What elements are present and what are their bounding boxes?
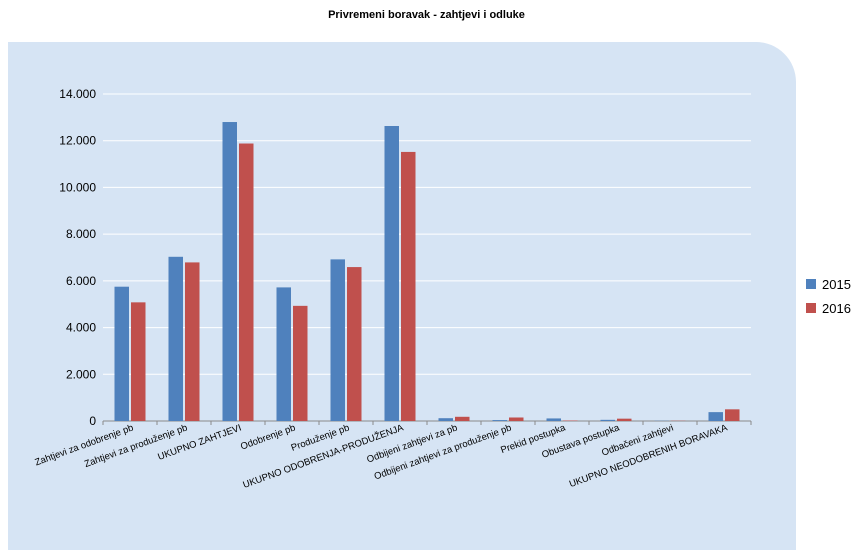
x-tick-label: Odobrenje pb [239, 422, 297, 452]
legend-label-2015: 2015 [822, 276, 851, 292]
bar-2015 [492, 420, 507, 421]
legend-label-2016: 2016 [822, 300, 851, 316]
bar-2016 [185, 262, 200, 421]
bar-2015 [276, 287, 291, 421]
bar-2015 [600, 419, 615, 421]
y-tick-label: 4.000 [66, 321, 96, 335]
bar-2016 [293, 305, 308, 421]
bar-2016 [239, 143, 254, 421]
bar-2016 [401, 151, 416, 421]
legend-swatch-2016 [806, 303, 816, 313]
bar-2016 [725, 409, 740, 421]
bar-2015 [222, 122, 237, 422]
y-tick-label: 10.000 [59, 180, 96, 194]
legend-item-2015: 2015 [806, 272, 851, 296]
bar-2015 [546, 418, 561, 421]
y-tick-label: 0 [89, 414, 96, 428]
chart-title: Privremeni boravak - zahtjevi i odluke [328, 9, 525, 21]
bar-2016 [131, 302, 146, 421]
legend: 2015 2016 [806, 272, 851, 320]
bar-2015 [438, 418, 453, 421]
legend-swatch-2015 [806, 279, 816, 289]
bar-2015 [330, 259, 345, 421]
legend-item-2016: 2016 [806, 296, 851, 320]
bar-2015 [384, 125, 399, 422]
y-tick-label: 2.000 [66, 367, 96, 381]
bar-2016 [509, 417, 524, 421]
bar-2015 [114, 286, 129, 421]
y-tick-label: 14.000 [59, 87, 96, 101]
y-tick-label: 12.000 [59, 134, 96, 148]
y-tick-label: 8.000 [66, 227, 96, 241]
bar-2015 [708, 412, 723, 421]
bar-2015 [168, 256, 183, 421]
bar-2016 [455, 416, 470, 421]
bar-2016 [347, 267, 362, 421]
bar-2016 [617, 418, 632, 421]
y-tick-label: 6.000 [66, 274, 96, 288]
